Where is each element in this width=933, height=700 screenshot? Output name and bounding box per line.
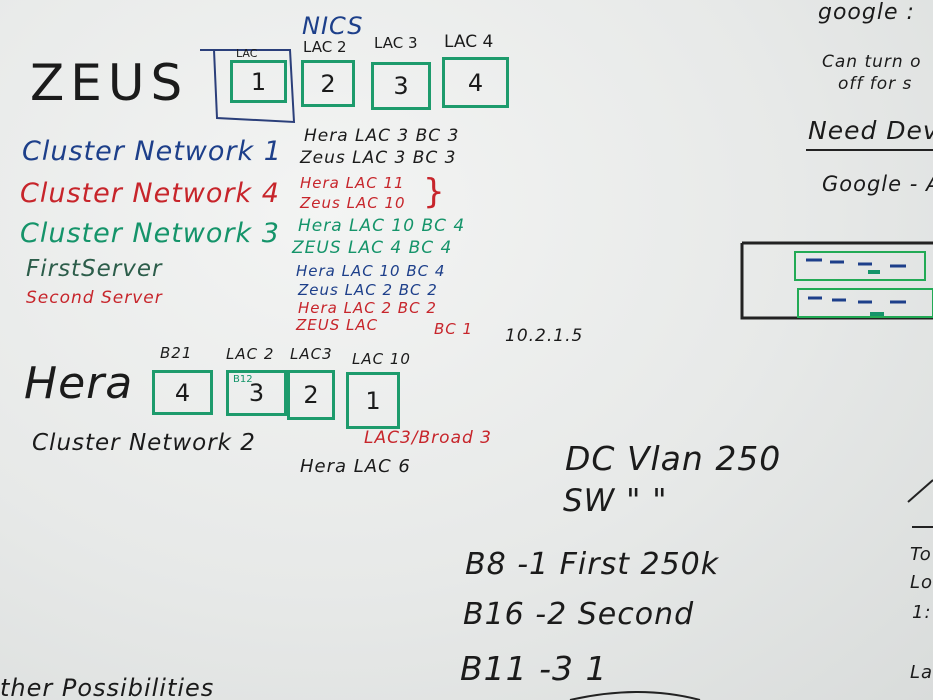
cluster-network-3-label: Cluster Network 3 (20, 218, 280, 249)
one-note: 1: (912, 602, 932, 623)
hera-port-2-label: LAC 2 (226, 345, 275, 363)
hera-port-2: B12 3 (226, 370, 287, 416)
sw-vlan: SW " " (563, 483, 668, 519)
turn-note: Can turn o (822, 52, 922, 72)
server-ip: 10.2.1.5 (505, 326, 584, 346)
to-note: To (910, 544, 932, 565)
vlan-row-3: B11 -3 1 (460, 649, 608, 688)
second-server-label: Second Server (26, 288, 163, 308)
vlan-row-1: B8 -1 First 250k (465, 547, 720, 582)
first-server-zeus: Zeus LAC 2 BC 2 (298, 281, 438, 299)
google-a-note: Google - A (822, 172, 933, 196)
second-server-hera: Hera LAC 2 BC 2 (298, 299, 437, 317)
first-server-label: FirstServer (26, 256, 163, 282)
hera-port-3-label: LAC3 (290, 345, 333, 363)
cluster-network-2-lac: Hera LAC 6 (300, 456, 411, 477)
google-note: google : (818, 0, 915, 25)
hera-port-4: 1 (346, 372, 400, 429)
cluster-network-4-zeus: Zeus LAC 10 (300, 194, 406, 212)
cluster-network-3-zeus: ZEUS LAC 4 BC 4 (292, 238, 453, 258)
zeus-port-1-number: 1 (250, 67, 267, 96)
hera-port-2-number: 3 (248, 379, 265, 407)
other-possibilities: ther Possibilities (0, 674, 215, 700)
need-note: Need Deve (808, 116, 933, 145)
dc-vlan: DC Vlan 250 (565, 439, 782, 478)
lo-note: Lo (910, 572, 933, 593)
second-server-zeus: ZEUS LAC (296, 316, 379, 334)
cluster-network-1-zeus: Zeus LAC 3 BC 3 (300, 148, 457, 168)
hera-port-1-number: 4 (174, 378, 191, 407)
hera-port-1-label: B21 (160, 344, 193, 362)
zeus-port-3-number: 3 (393, 72, 409, 100)
zeus-port-4-label: LAC 4 (444, 32, 494, 52)
zeus-port-4: 4 (442, 57, 509, 108)
nics-heading: NICS (302, 12, 364, 40)
zeus-port-2: 2 (301, 60, 355, 107)
first-server-hera: Hera LAC 10 BC 4 (296, 262, 446, 280)
zeus-port-2-number: 2 (320, 69, 336, 98)
cluster-network-3-hera: Hera LAC 10 BC 4 (298, 216, 466, 236)
off-note: off for s (838, 74, 913, 94)
hera-port-1: 4 (152, 370, 213, 415)
zeus-port-2-label: LAC 2 (303, 38, 347, 56)
zeus-port-3-label: LAC 3 (374, 34, 418, 52)
zeus-port-1-label: LAC (236, 47, 258, 60)
cluster-network-2-label: Cluster Network 2 (32, 430, 256, 456)
hera-port-2-sub: B12 (233, 374, 253, 385)
hera-title: Hera (24, 358, 134, 409)
hera-note: LAC3/Broad 3 (364, 428, 492, 448)
cluster-network-1-label: Cluster Network 1 (22, 136, 282, 167)
zeus-port-1: 1 (230, 60, 287, 103)
zeus-title: ZEUS (30, 54, 189, 112)
zeus-port-3: 3 (371, 62, 431, 110)
hera-port-4-number: 1 (365, 386, 381, 415)
cluster-network-4-brace: } (423, 172, 445, 212)
vlan-row-2: B16 -2 Second (463, 597, 695, 632)
cluster-network-1-hera: Hera LAC 3 BC 3 (304, 126, 460, 146)
cluster-network-4-hera: Hera LAC 11 (300, 174, 405, 192)
zeus-port-4-number: 4 (467, 68, 484, 97)
cluster-network-4-label: Cluster Network 4 (20, 178, 280, 209)
hera-port-3-number: 2 (303, 381, 319, 409)
la-note: La (910, 662, 933, 683)
hera-port-3: 2 (287, 370, 335, 420)
second-server-bc: BC 1 (434, 320, 474, 338)
hera-port-4-label: LAC 10 (352, 350, 411, 368)
